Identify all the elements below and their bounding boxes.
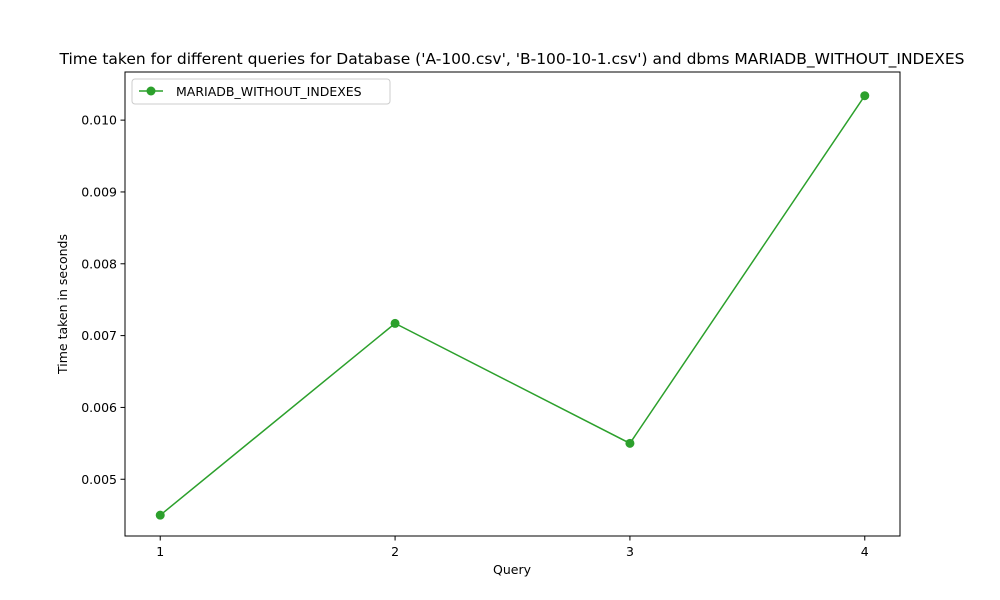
data-point (155, 510, 165, 520)
chart-title: Time taken for different queries for Dat… (58, 50, 964, 69)
y-tick-label: 0.007 (81, 328, 117, 343)
y-tick-label: 0.006 (81, 400, 117, 415)
data-point (625, 438, 635, 448)
y-tick-label: 0.008 (81, 256, 117, 271)
series-line (159, 95, 866, 516)
x-axis-label: Query (493, 562, 532, 577)
x-tick-label: 2 (391, 544, 399, 559)
y-axis-label: Time taken in seconds (55, 234, 70, 375)
axes-frame (124, 71, 901, 537)
legend-marker-swatch (146, 86, 156, 96)
x-axis: 1 2 3 4 (156, 536, 869, 559)
y-tick-label: 0.010 (81, 113, 117, 128)
y-tick-label: 0.009 (81, 184, 117, 199)
legend-entry-label: MARIADB_WITHOUT_INDEXES (176, 84, 362, 99)
y-tick-label: 0.005 (81, 472, 117, 487)
legend-box (131, 78, 391, 105)
y-axis: 0.005 0.006 0.007 0.008 0.009 0.010 (81, 113, 125, 487)
legend: MARIADB_WITHOUT_INDEXES (131, 78, 391, 105)
x-tick-label: 4 (861, 544, 869, 559)
data-point (390, 318, 400, 328)
x-tick-label: 1 (156, 544, 164, 559)
x-tick-label: 3 (626, 544, 634, 559)
plot-area (155, 91, 870, 520)
data-point (860, 91, 870, 101)
